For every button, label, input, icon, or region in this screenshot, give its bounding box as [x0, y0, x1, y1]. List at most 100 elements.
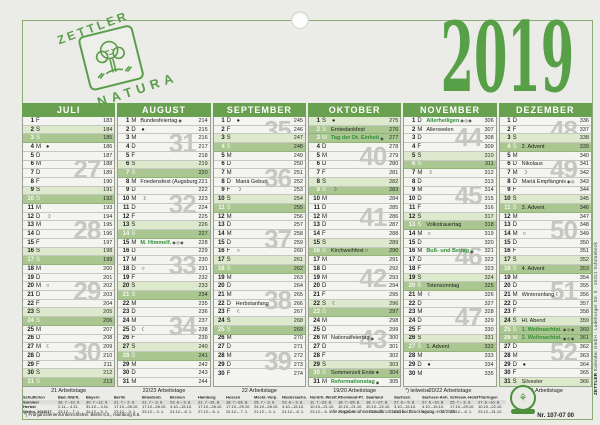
day-of-year: 311: [484, 161, 494, 168]
weekday-letter: S: [36, 309, 41, 316]
day-number: 23: [503, 309, 511, 316]
day-number: 5: [316, 152, 320, 159]
day-number: 27: [27, 344, 34, 351]
day-row: 31 M Reformationstag ◉ 305: [309, 378, 400, 386]
day-number: 18: [503, 265, 511, 272]
weekday-letter: S: [226, 204, 231, 211]
weekday-letter: M: [226, 335, 232, 342]
day-row: 1 D Allerheiligen ◉◎◉ 306: [404, 117, 496, 126]
region-marker-icons: ◉: [380, 135, 385, 141]
weekday-letter: F: [36, 361, 40, 368]
weekday-letter: F: [226, 187, 231, 194]
day-number: 2: [125, 126, 130, 133]
day-of-year: 241: [198, 352, 208, 359]
day-row: 17 S 261: [213, 256, 305, 265]
school-header-cell: Hessen: [226, 395, 241, 400]
day-number: 20: [503, 283, 511, 290]
weekday-letter: D: [226, 222, 231, 229]
day-of-year: 302: [389, 352, 399, 359]
day-row: 6 S 311: [404, 160, 496, 170]
day-of-year: 204: [103, 300, 113, 307]
weekday-letter: M: [36, 143, 41, 150]
day-of-year: 220: [198, 170, 208, 177]
day-number: 25: [27, 326, 34, 333]
day-row: 15 M M. Himmelf. ◉◎◉ 228: [118, 239, 210, 248]
day-number: 18: [408, 265, 416, 272]
region-marker-icons: ◉: [470, 248, 475, 254]
weekday-letter: F: [417, 204, 421, 211]
day-number: 25: [408, 326, 416, 333]
weekday-letter: M: [417, 309, 423, 316]
weekday-letter: S: [417, 283, 422, 290]
day-row: 27 D 271: [213, 343, 305, 352]
day-number: 18: [27, 265, 34, 272]
day-of-year: 358: [579, 309, 589, 316]
day-of-year: 357: [579, 300, 589, 307]
day-row: 1 M Bundesfeiertag ◉ 214: [118, 117, 210, 126]
weekday-letter: M: [36, 265, 41, 272]
day-of-year: 219: [198, 161, 208, 168]
day-of-year: 278: [389, 143, 399, 150]
day-number: 19: [503, 274, 511, 281]
weekday-letter: D: [131, 143, 136, 150]
day-row: 25 M 207: [23, 326, 115, 335]
weekday-letter: S: [321, 370, 326, 377]
day-number: 22: [217, 300, 225, 307]
school-header-cell: Meckl.-Vorp.: [254, 395, 278, 400]
day-of-year: 211: [103, 361, 113, 368]
weekday-letter: S: [512, 318, 517, 325]
day-of-year: 235: [198, 300, 208, 307]
day-of-year: 282: [389, 178, 399, 185]
school-header-cell: Bayern: [86, 395, 100, 400]
day-number: 26: [408, 335, 416, 342]
day-row: 17 S 199: [23, 256, 115, 265]
day-of-year: 338: [579, 135, 589, 142]
weekday-letter: S: [131, 222, 136, 229]
day-row: 27 S 1. Advent 332: [404, 343, 496, 352]
day-of-year: 364: [579, 361, 589, 368]
school-date-cell: 23.12.– 7. 1.: [58, 409, 81, 414]
day-number: 26: [122, 335, 130, 342]
day-of-year: 271: [293, 344, 303, 351]
day-of-year: 366: [579, 379, 589, 386]
day-number: 3: [316, 135, 320, 142]
day-row: 10 S 192: [23, 195, 115, 205]
eco-seal-ring: ⚘: [510, 385, 536, 411]
day-row: 12 M 347: [499, 213, 591, 222]
day-row: 5 D 187: [23, 152, 115, 161]
day-number: 31: [503, 379, 511, 386]
day-row: 14 S 227: [118, 230, 210, 239]
day-of-year: 315: [484, 196, 494, 203]
day-number: 18: [217, 265, 225, 272]
weekday-letter: D: [512, 239, 517, 246]
day-number: 15: [122, 239, 130, 246]
day-of-year: 244: [198, 379, 208, 386]
year-title: 2019: [440, 1, 574, 114]
day-row: 18 D ○ 231: [118, 265, 210, 274]
weekday-letter: D: [417, 318, 422, 325]
day-row: 11 D 224: [118, 204, 210, 213]
day-row: 20 D 355: [499, 282, 591, 292]
holiday-name: Friedensfest (Augsburg): [140, 178, 199, 185]
day-of-year: 273: [293, 361, 303, 368]
weekday-letter: M: [417, 187, 423, 194]
day-number: 2: [507, 126, 511, 133]
day-row: 21 S 234: [118, 291, 210, 300]
school-date-cell: 17.10.–29.10.: [226, 404, 251, 410]
weekday-letter: M: [512, 152, 518, 159]
weekday-letter: F: [131, 213, 135, 220]
day-of-year: 201: [103, 274, 113, 281]
day-row: 4 D 217: [118, 143, 210, 152]
school-date-cell: 22.12.– 7. 1.: [226, 409, 249, 414]
weekday-letter: F: [321, 291, 326, 298]
day-row: 22 D 327: [404, 300, 496, 309]
day-of-year: 242: [198, 361, 208, 368]
weekday-letter: M: [36, 222, 41, 229]
school-date-cell: 23.12.– 6. 1.: [450, 409, 473, 414]
weekday-letter: F: [36, 178, 40, 185]
day-row: 18 S 4. Advent 353: [499, 264, 591, 274]
day-of-year: 304: [389, 370, 399, 377]
weekday-letter: D: [226, 361, 231, 368]
day-row: 3 D 308: [404, 134, 496, 144]
day-row: 14 D 196: [23, 230, 115, 239]
